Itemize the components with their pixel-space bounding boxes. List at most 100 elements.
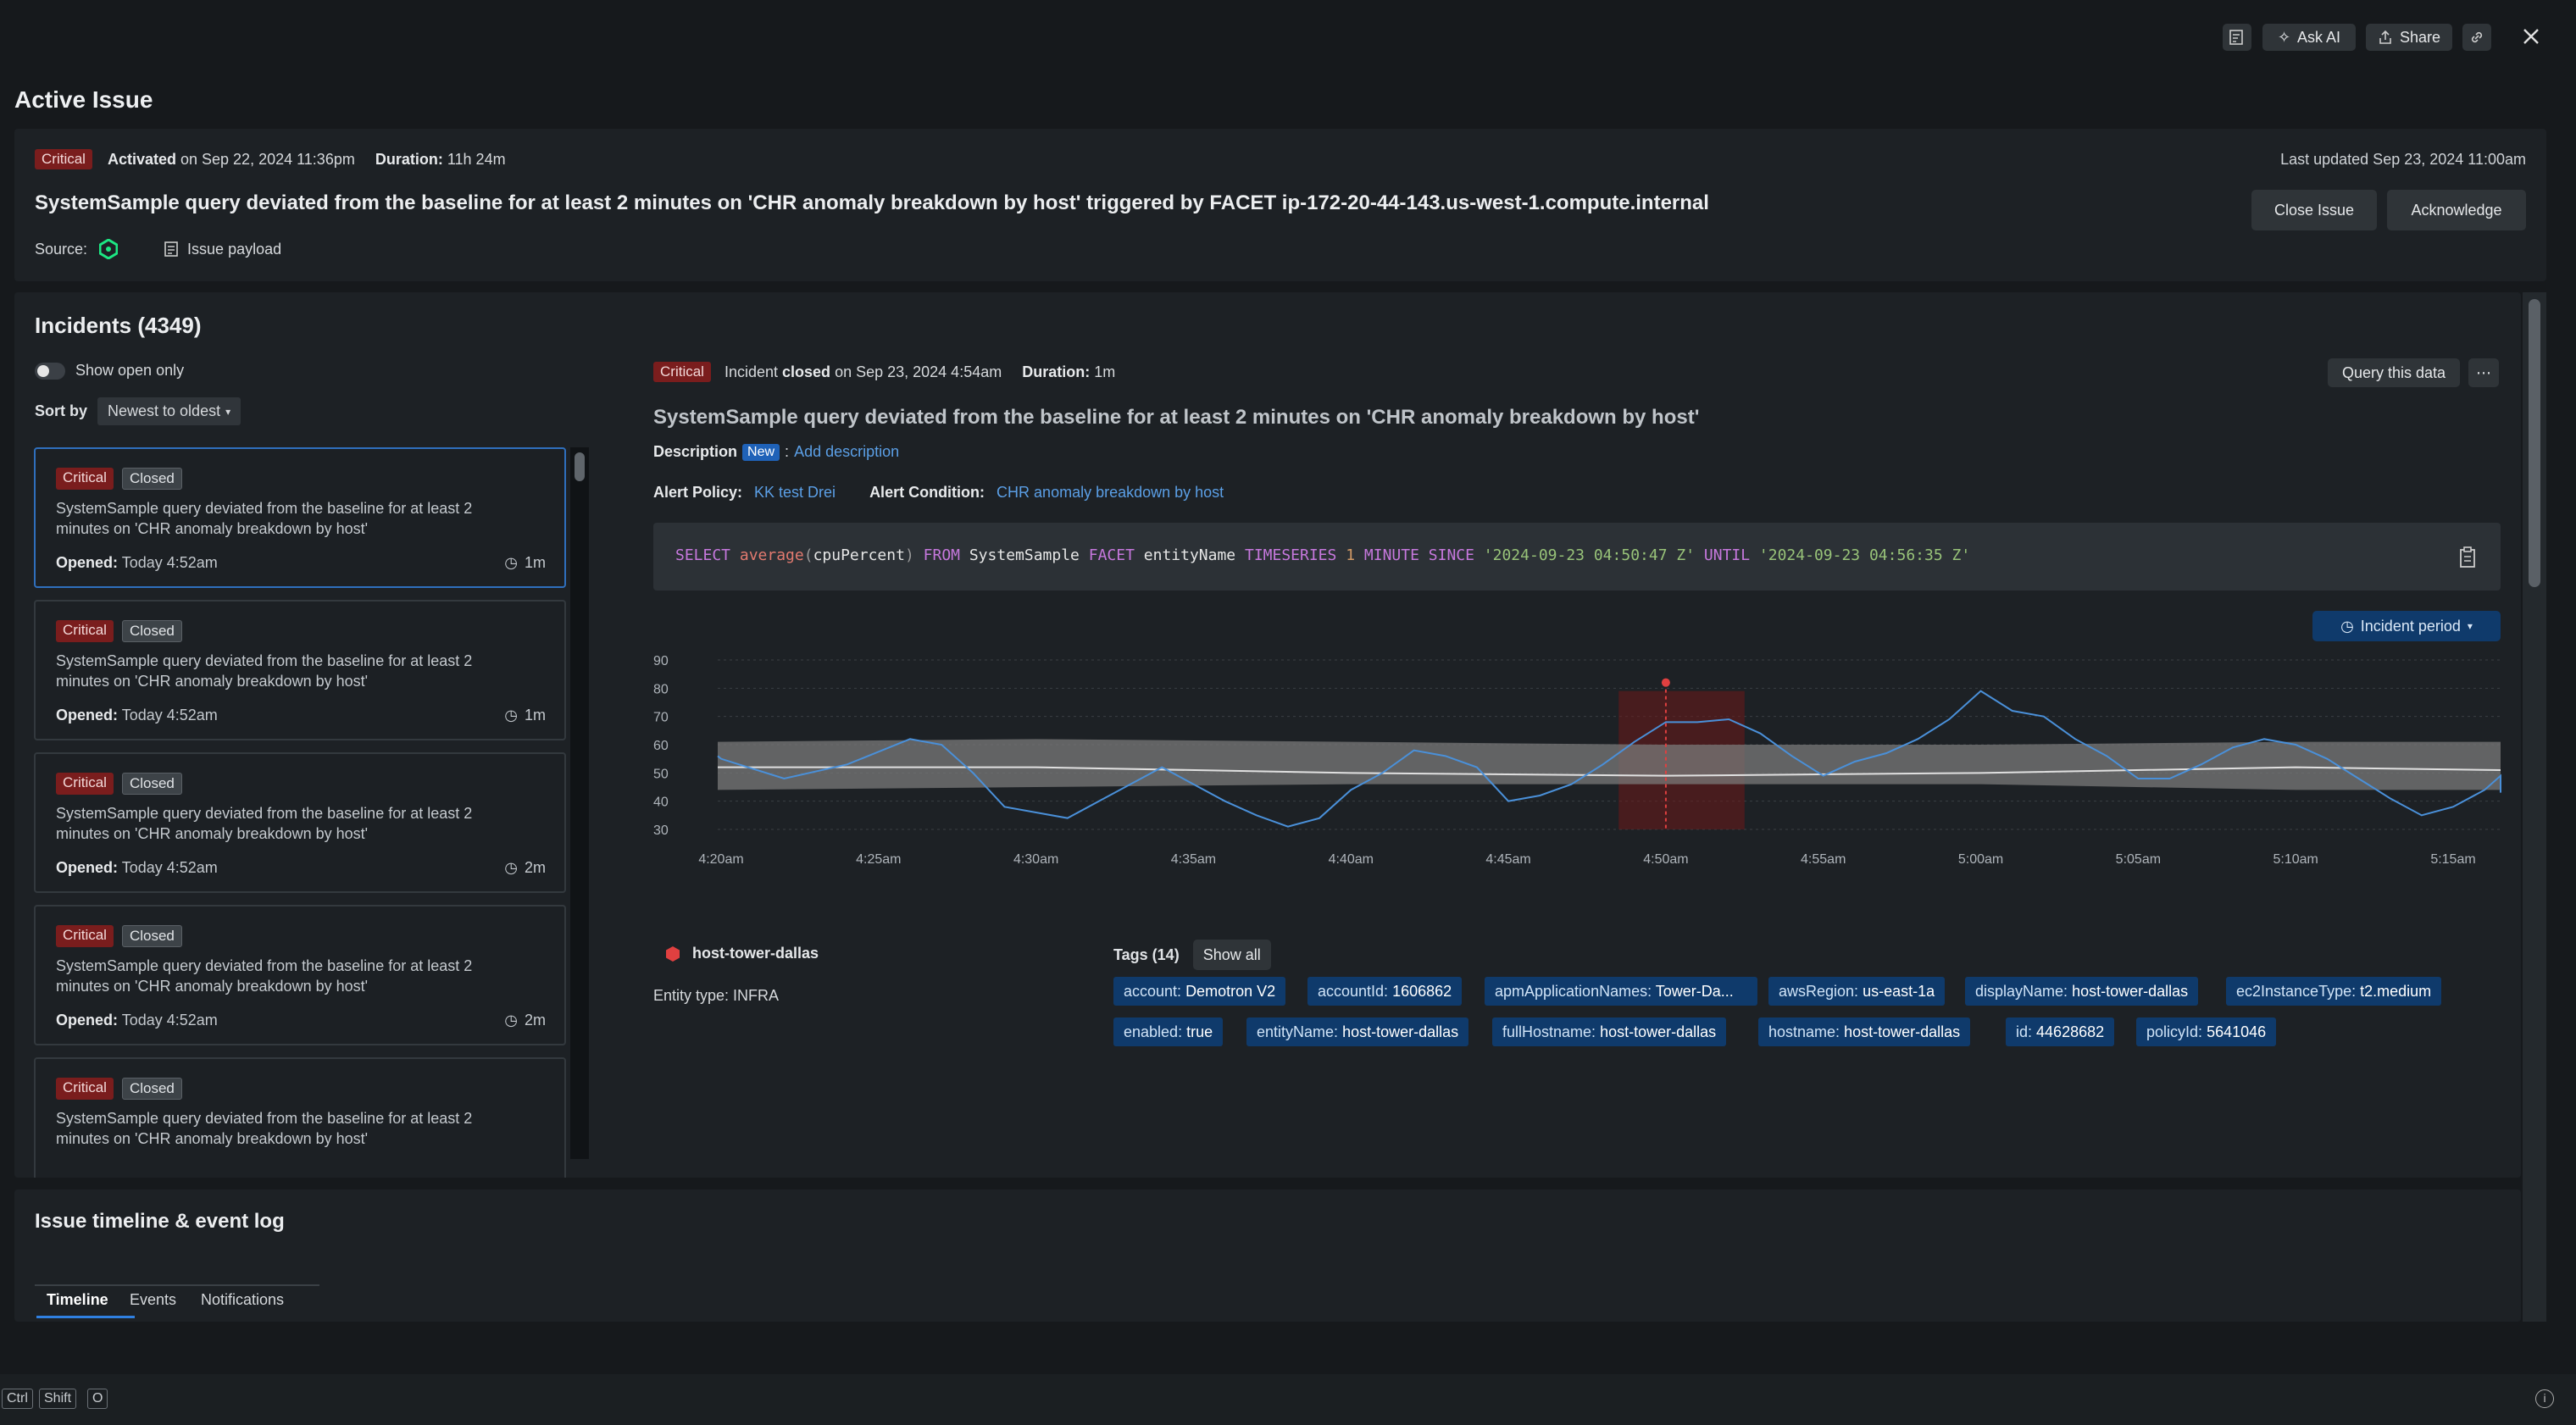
tag[interactable]: displayName: host-tower-dallas <box>1965 977 2199 1006</box>
detail-duration-label: Duration: <box>1022 363 1091 380</box>
nrql-table: SystemSample <box>969 546 1080 564</box>
status-badge: Closed <box>121 468 182 490</box>
baseline-band <box>718 739 2501 790</box>
ask-ai-button[interactable]: ✧ Ask AI <box>2262 24 2356 51</box>
opened-label: Opened: <box>56 859 119 876</box>
tab-notifications[interactable]: Notifications <box>201 1291 285 1308</box>
key-o: O <box>87 1389 108 1409</box>
more-options-button[interactable]: ⋯ <box>2468 358 2499 387</box>
status-badge: Closed <box>121 1078 182 1100</box>
clock-icon: ◷ <box>2340 617 2354 635</box>
nrql-string: '2024-09-23 04:56:35 Z' <box>1758 546 1971 564</box>
tag[interactable]: id: 44628682 <box>2006 1017 2115 1046</box>
link-icon <box>2471 31 2483 43</box>
info-icon[interactable]: i <box>2535 1389 2554 1408</box>
copy-link-button[interactable] <box>2462 24 2491 51</box>
duration-label: Duration: <box>375 150 443 168</box>
cpu-percent-series-line <box>717 690 2501 828</box>
issue-payload-link[interactable]: Issue payload <box>164 241 281 258</box>
incident-card[interactable]: Critical Closed SystemSample query deviat… <box>34 447 566 588</box>
query-this-data-button[interactable]: Query this data <box>2328 358 2460 387</box>
baseline-line <box>718 766 2501 777</box>
incident-card[interactable]: Critical Closed SystemSample query deviat… <box>34 752 566 893</box>
severity-badge: Critical <box>56 1078 114 1100</box>
incident-card[interactable]: Critical Closed SystemSample query deviat… <box>34 905 566 1045</box>
show-open-toggle[interactable] <box>35 362 65 380</box>
incident-list-scrollbar[interactable] <box>570 447 589 1159</box>
show-all-tags-button[interactable]: Show all <box>1192 940 1271 970</box>
clipboard-icon[interactable] <box>2458 546 2477 568</box>
timeline-panel: Issue timeline & event log Timeline Even… <box>14 1189 2521 1322</box>
detail-duration-value: 1m <box>1094 363 1116 380</box>
closed-label: closed <box>782 363 831 380</box>
main-scrollbar[interactable] <box>2523 292 2546 1322</box>
notes-button[interactable] <box>2223 24 2251 51</box>
tag[interactable]: enabled: true <box>1113 1017 1224 1046</box>
key-shift: Shift <box>39 1389 77 1409</box>
tag[interactable]: entityName: host-tower-dallas <box>1246 1017 1469 1046</box>
acknowledge-button[interactable]: Acknowledge <box>2387 190 2526 230</box>
payload-icon <box>164 241 178 257</box>
nrql-keyword: UNTIL <box>1703 546 1751 564</box>
incidents-panel: Incidents (4349) Show open only Sort by … <box>14 292 2521 1178</box>
nrql-keyword: SELECT <box>675 546 731 564</box>
x-tick-label: 4:30am <box>1013 852 1058 867</box>
clock-icon: ◷ <box>504 707 518 724</box>
x-tick-label: 5:15am <box>2430 852 2475 867</box>
incident-title: SystemSample query deviated from the bas… <box>653 406 1700 429</box>
description-label: Description <box>653 443 738 460</box>
incident-desc: SystemSample query deviated from the bas… <box>56 500 473 537</box>
entity-type: Entity type: INFRA <box>653 987 780 1004</box>
incident-desc: SystemSample query deviated from the bas… <box>56 1110 473 1147</box>
chevron-down-icon: ▾ <box>2467 620 2473 632</box>
nrql-keyword: SINCE <box>1428 546 1474 564</box>
closed-value: on Sep 23, 2024 4:54am <box>835 363 1002 380</box>
incident-desc: SystemSample query deviated from the bas… <box>56 652 473 690</box>
status-badge: Closed <box>121 925 182 947</box>
sort-dropdown[interactable]: Newest to oldest ▾ <box>97 397 242 425</box>
opened-value: Today 4:52am <box>121 707 218 724</box>
y-tick-label: 80 <box>653 682 669 696</box>
alert-condition-link[interactable]: CHR anomaly breakdown by host <box>997 484 1224 501</box>
detail-severity-badge: Critical <box>653 362 711 382</box>
issue-title: SystemSample query deviated from the bas… <box>35 191 1709 214</box>
tab-timeline[interactable]: Timeline <box>36 1286 135 1318</box>
add-description-link[interactable]: Add description <box>794 443 900 460</box>
tag[interactable]: awsRegion: us-east-1a <box>1768 977 1946 1006</box>
tab-events[interactable]: Events <box>130 1291 177 1308</box>
tag[interactable]: policyId: 5641046 <box>2136 1017 2277 1046</box>
y-tick-label: 60 <box>653 739 669 753</box>
x-tick-label: 4:35am <box>1171 852 1216 867</box>
tag[interactable]: fullHostname: host-tower-dallas <box>1492 1017 1727 1046</box>
clock-icon: ◷ <box>504 859 518 876</box>
severity-badge: Critical <box>56 468 114 490</box>
opened-label: Opened: <box>56 707 119 724</box>
tag[interactable]: account: Demotron V2 <box>1113 977 1286 1006</box>
issue-payload-label: Issue payload <box>187 240 282 258</box>
close-issue-button[interactable]: Close Issue <box>2251 190 2377 230</box>
incident-marker-dot <box>1661 678 1670 687</box>
tag[interactable]: apmApplicationNames: Tower-Da... <box>1485 977 1757 1006</box>
severity-badge: Critical <box>56 925 114 947</box>
y-tick-label: 40 <box>653 796 669 810</box>
nrql-number: 1 <box>1346 546 1356 564</box>
share-button[interactable]: Share <box>2366 24 2452 51</box>
nrql-keyword: FACET <box>1088 546 1135 564</box>
incident-card[interactable]: Critical Closed SystemSample query deviat… <box>34 600 566 740</box>
incident-card[interactable]: Critical Closed SystemSample query deviat… <box>34 1057 566 1178</box>
timeline-title: Issue timeline & event log <box>35 1210 285 1233</box>
tag[interactable]: accountId: 1606862 <box>1307 977 1463 1006</box>
y-tick-label: 90 <box>653 654 669 668</box>
close-icon[interactable] <box>2518 24 2544 49</box>
key-ctrl: Ctrl <box>2 1389 33 1409</box>
nrql-string: '2024-09-23 04:50:47 Z' <box>1483 546 1696 564</box>
x-tick-label: 5:10am <box>2273 852 2318 867</box>
incident-period-button[interactable]: ◷ Incident period ▾ <box>2312 611 2501 641</box>
page-title: Active Issue <box>14 86 153 113</box>
tag[interactable]: ec2InstanceType: t2.medium <box>2226 977 2442 1006</box>
tag[interactable]: hostname: host-tower-dallas <box>1758 1017 1971 1046</box>
alert-policy-link[interactable]: KK test Drei <box>754 484 836 501</box>
x-tick-label: 4:40am <box>1329 852 1374 867</box>
activated-label: Activated <box>107 150 176 168</box>
opened-value: Today 4:52am <box>121 554 218 571</box>
